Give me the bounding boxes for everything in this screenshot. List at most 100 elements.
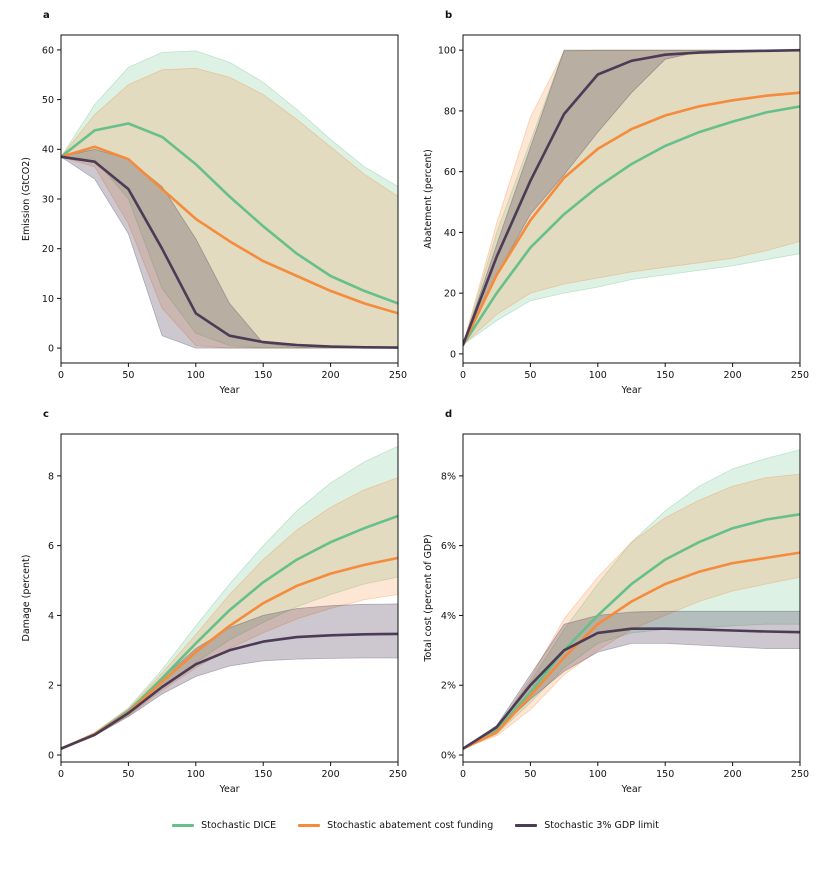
x-tick-label: 150	[656, 370, 674, 381]
y-tick-label: 0	[450, 349, 456, 360]
band-abate	[61, 67, 398, 349]
y-tick-label: 4%	[441, 611, 456, 622]
band-gdp	[61, 603, 398, 750]
x-tick-label: 0	[460, 769, 466, 780]
legend: Stochastic DICE Stochastic abatement cos…	[0, 820, 831, 831]
panel-frame	[462, 34, 801, 364]
y-axis-label: Damage (percent)	[21, 555, 32, 642]
x-tick-label: 50	[524, 370, 536, 381]
y-tick-label: 80	[444, 106, 456, 117]
legend-item-abatement: Stochastic abatement cost funding	[298, 820, 493, 831]
y-tick-label: 8%	[441, 471, 456, 482]
legend-item-dice: Stochastic DICE	[172, 820, 276, 831]
x-axis-label: Year	[218, 385, 239, 396]
x-tick-label: 200	[322, 769, 340, 780]
panel-frame	[60, 433, 399, 763]
x-tick-label: 50	[122, 370, 134, 381]
band-dice	[61, 50, 398, 349]
x-tick-label: 50	[122, 769, 134, 780]
y-tick-label: 40	[42, 145, 54, 156]
y-axis-label: Abatement (percent)	[423, 149, 434, 249]
x-axis-label: Year	[620, 385, 641, 396]
panel-letter: c	[43, 409, 49, 420]
x-tick-label: 250	[791, 370, 809, 381]
panel-c: 0 50 100 150 200 250 0 2 4 6 8 Year Damage (percent)…	[21, 409, 407, 795]
line-abate	[463, 551, 800, 750]
y-tick-label: 50	[42, 95, 54, 106]
band-abate	[463, 473, 800, 750]
y-tick-label: 8	[48, 471, 54, 482]
band-abate	[61, 477, 398, 750]
band-dice	[463, 49, 800, 346]
x-tick-label: 200	[724, 370, 742, 381]
legend-swatch-abatement	[298, 824, 321, 827]
plot-area	[61, 50, 398, 349]
band-abate	[463, 49, 800, 346]
x-tick-label: 0	[58, 370, 64, 381]
y-tick-label: 30	[42, 194, 54, 205]
x-axis-label: Year	[620, 784, 641, 795]
plot-area	[463, 449, 800, 750]
line-gdp	[463, 48, 800, 347]
legend-label-abatement: Stochastic abatement cost funding	[327, 820, 494, 831]
band-dice	[463, 449, 800, 750]
y-tick-label: 20	[444, 289, 456, 300]
x-tick-label: 150	[254, 769, 272, 780]
y-tick-label: 0	[48, 750, 54, 761]
plot-area	[463, 48, 800, 347]
y-axis-label: Total cost (percent of GDP)	[423, 534, 434, 662]
x-tick-label: 50	[524, 769, 536, 780]
line-dice	[463, 105, 800, 347]
x-tick-label: 150	[656, 769, 674, 780]
line-gdp	[61, 632, 398, 750]
y-tick-label: 0%	[441, 750, 456, 761]
x-tick-label: 100	[589, 769, 607, 780]
line-dice	[463, 513, 800, 750]
x-tick-label: 100	[589, 370, 607, 381]
y-tick-label: 60	[42, 45, 54, 56]
x-tick-label: 250	[389, 769, 407, 780]
line-gdp	[463, 627, 800, 750]
x-tick-label: 150	[254, 370, 272, 381]
plot-area	[61, 445, 398, 750]
panel-frame	[462, 433, 801, 763]
line-abate	[463, 91, 800, 347]
y-tick-label: 6	[48, 541, 54, 552]
x-tick-label: 200	[724, 769, 742, 780]
line-dice	[61, 122, 398, 305]
legend-swatch-gdp-limit	[515, 824, 538, 827]
line-gdp	[61, 155, 398, 349]
x-axis-label: Year	[218, 784, 239, 795]
y-tick-label: 2	[48, 681, 54, 692]
panel-letter: a	[43, 10, 50, 21]
legend-label-dice: Stochastic DICE	[201, 820, 277, 831]
panel-a: 0 50 100 150 200 250 0 10 20 30 40 50 60 Year Emission…	[21, 10, 407, 396]
legend-item-gdp-limit: Stochastic 3% GDP limit	[515, 820, 659, 831]
x-tick-label: 250	[791, 769, 809, 780]
legend-label-gdp-limit: Stochastic 3% GDP limit	[544, 820, 659, 831]
panel-letter: d	[445, 409, 452, 420]
y-tick-label: 2%	[441, 681, 456, 692]
band-gdp	[61, 148, 398, 349]
y-tick-label: 60	[444, 167, 456, 178]
panel-b: 0 50 100 150 200 250 0 20 40 60 80 100 Year Abatement…	[423, 10, 809, 396]
x-tick-label: 0	[58, 769, 64, 780]
y-tick-label: 10	[42, 294, 54, 305]
band-gdp	[463, 49, 800, 345]
y-tick-label: 6%	[441, 541, 456, 552]
x-tick-label: 100	[187, 769, 205, 780]
legend-swatch-dice	[172, 824, 195, 827]
x-tick-label: 200	[322, 370, 340, 381]
y-tick-label: 40	[444, 228, 456, 239]
y-tick-label: 20	[42, 244, 54, 255]
band-gdp	[463, 610, 800, 750]
panel-d: 0 50 100 150 200 250 0% 2% 4% 6% 8% Year Total cost …	[423, 409, 809, 795]
x-tick-label: 100	[187, 370, 205, 381]
panel-letter: b	[445, 10, 452, 21]
line-abate	[61, 145, 398, 315]
x-tick-label: 250	[389, 370, 407, 381]
y-tick-label: 4	[48, 611, 54, 622]
figure-canvas: 0 50 100 150 200 2500102030405060YearEmission…	[21, 10, 809, 795]
y-axis-label: Emission (GtCO2)	[21, 157, 32, 241]
y-tick-label: 100	[438, 46, 456, 57]
